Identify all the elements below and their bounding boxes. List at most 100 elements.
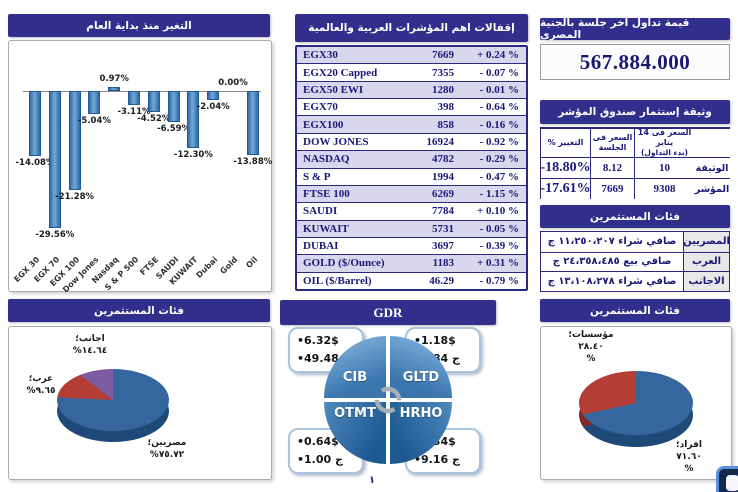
ytd-bar-chart: -14.08% EGX 30 -29.56% EGX 70 -21.28% EGX 100… (8, 40, 273, 295)
bar-value-label: -6.59% (157, 123, 191, 134)
index-close: 398 (437, 101, 455, 114)
fund-table: السعر فى 14 يناير (بدء التداول) السعر فى… (540, 127, 730, 199)
fund-corner-cell (694, 129, 730, 157)
index-name: DOW JONES (303, 135, 369, 148)
bar-oil (246, 91, 259, 156)
fund-col-session: السعر فى الجلسة (590, 129, 634, 157)
corner-app-icon[interactable] (716, 466, 738, 492)
nationality-pie-chart: اجانب؛ ١٤.٦٤% عرب؛ ٩.٦٥% مصريين؛ ٧٥.٧٢% (8, 326, 272, 480)
bar-egx-70 (48, 91, 61, 228)
index-name: EGX70 (303, 101, 338, 114)
fund-col-start: السعر فى 14 يناير (بدء التداول) (634, 128, 694, 157)
flows-title: فئات المستثمرين (540, 205, 730, 228)
flows-row-value: صافي شراء ١٣،١٠٨،٢٧٨ ج (541, 271, 683, 291)
indices-table-title: إقفالات اهم المؤشرات العربية والعالمية (295, 14, 528, 42)
bar-value-label: -5.04% (77, 116, 111, 127)
bar-value-label: -4.52% (137, 113, 171, 124)
index-name: S & P (303, 170, 331, 183)
type-pie-title: فئات المستثمرين (540, 299, 730, 322)
index-row: S & P 1994 - 0.47 % (297, 167, 526, 185)
bar-saudi (167, 91, 180, 122)
index-name: NASDAQ (303, 153, 350, 166)
gdr-code-cib: CIB (342, 370, 368, 385)
fund-value: 10 (634, 157, 694, 178)
index-close: 3697 (432, 240, 454, 253)
bar-value-label: -2.04% (196, 102, 230, 113)
gdr-code-gltd: GLTD (402, 370, 440, 385)
index-row: EGX30 7669 + 0.24 % (297, 47, 526, 64)
index-close: 7355 (432, 66, 454, 79)
index-row: GOLD ($/Ounce) 1183 + 0.31 % (297, 254, 526, 272)
index-row: EGX70 398 - 0.64 % (297, 98, 526, 115)
bar-egx-100 (68, 91, 81, 190)
index-change: - 0.47 % (479, 170, 519, 183)
bar-kuwait (187, 91, 200, 148)
flows-row-label: الاجانب (683, 271, 729, 291)
bar-value-label: -12.30% (173, 149, 213, 160)
bar-value-label: -3.11% (117, 107, 151, 118)
gdr-egp-price: •1.00 ج (297, 452, 343, 466)
gdr-callout-otmt: •0.64$ •1.00 ج (288, 428, 364, 474)
flows-row-value: صافي بيع ٢٤،٣٥٨،٤٨٥ ج (541, 251, 683, 272)
fund-title: وثيقة إستثمار صندوق المؤشر (540, 100, 730, 124)
pie-label-arabs: عرب؛ ٩.٦٥% (26, 374, 56, 397)
nationality-pie-title: فئات المستثمرين (8, 299, 270, 322)
index-close: 1994 (432, 170, 454, 183)
gdr-usd-price: •0.64$ (297, 435, 339, 448)
trading-value-title: قيمة تداول اخر جلسة بالجنية المصري (540, 17, 730, 41)
index-change: + 0.24 % (476, 49, 519, 62)
fund-change: -18.80% (540, 157, 591, 178)
pie-label-foreigners: اجانب؛ ١٤.٦٤% (72, 334, 108, 357)
index-close: 6269 (432, 188, 454, 201)
index-close: 858 (437, 118, 455, 131)
flows-row-label: العرب (683, 251, 729, 272)
type-pie-chart: مؤسسات؛ ٢٨.٤٠ % افراد؛ ٧١.٦٠ % (540, 326, 732, 480)
index-close: 4782 (432, 153, 454, 166)
fund-col-change: التغيير % (540, 129, 590, 157)
pie-slices (579, 371, 693, 435)
index-change: - 0.39 % (479, 240, 519, 253)
flows-table: المصريين صافي شراء ١١،٢٥٠،٢٠٧ ج العرب صا… (540, 231, 730, 292)
index-change: - 0.01 % (479, 83, 519, 96)
index-row: EGX50 EWI 1280 - 0.01 % (297, 80, 526, 99)
index-name: FTSE 100 (303, 188, 350, 201)
gdr-usd-price: •6.32$ (297, 334, 339, 347)
clipboard-icon (726, 475, 738, 491)
index-change: - 0.79 % (479, 274, 519, 287)
pie-slices (57, 369, 169, 431)
fund-value: 9308 (634, 178, 694, 199)
index-change: + 0.31 % (476, 257, 519, 270)
bar-ftse (147, 91, 160, 112)
bar-s-p-500 (128, 91, 140, 106)
bar-value-label: -13.88% (233, 157, 273, 168)
index-change: - 0.05 % (479, 222, 519, 235)
bar-plot-area: -14.08% EGX 30 -29.56% EGX 70 -21.28% EGX 100… (11, 43, 273, 295)
index-row: EGX100 858 - 0.16 % (297, 115, 526, 133)
index-close: 1280 (432, 83, 454, 96)
index-name: GOLD ($/Ounce) (303, 257, 385, 270)
bar-dow-jones (88, 91, 101, 115)
index-row: KUWAIT 5731 - 0.05 % (297, 219, 526, 237)
cycle-arrows-icon (371, 383, 405, 421)
flows-row-label: المصريين (683, 232, 730, 252)
index-row: SAUDI 7784 + 0.10 % (297, 202, 526, 219)
trading-value: 567.884.000 (540, 44, 730, 80)
index-name: OIL ($/Barrel) (303, 274, 372, 287)
index-name: EGX20 Capped (303, 66, 378, 79)
fund-row-label: الوثيقة (694, 157, 730, 178)
gdr-title: GDR (280, 300, 496, 325)
index-name: SAUDI (303, 205, 338, 218)
fund-change: -17.61% (540, 178, 591, 199)
bar-nasdaq (108, 86, 121, 91)
bar-value-label: -21.28% (55, 191, 95, 202)
fund-row-label: المؤشر (694, 178, 730, 199)
index-row: DUBAI 3697 - 0.39 % (297, 236, 526, 254)
index-change: - 0.29 % (479, 153, 519, 166)
index-change: - 1.15 % (479, 188, 519, 201)
index-change: - 0.92 % (479, 135, 519, 148)
index-change: - 0.64 % (479, 101, 519, 114)
bar-value-label: 0.97% (99, 73, 129, 84)
page-number: ١ (368, 475, 376, 486)
index-close: 46.29 (429, 274, 454, 287)
